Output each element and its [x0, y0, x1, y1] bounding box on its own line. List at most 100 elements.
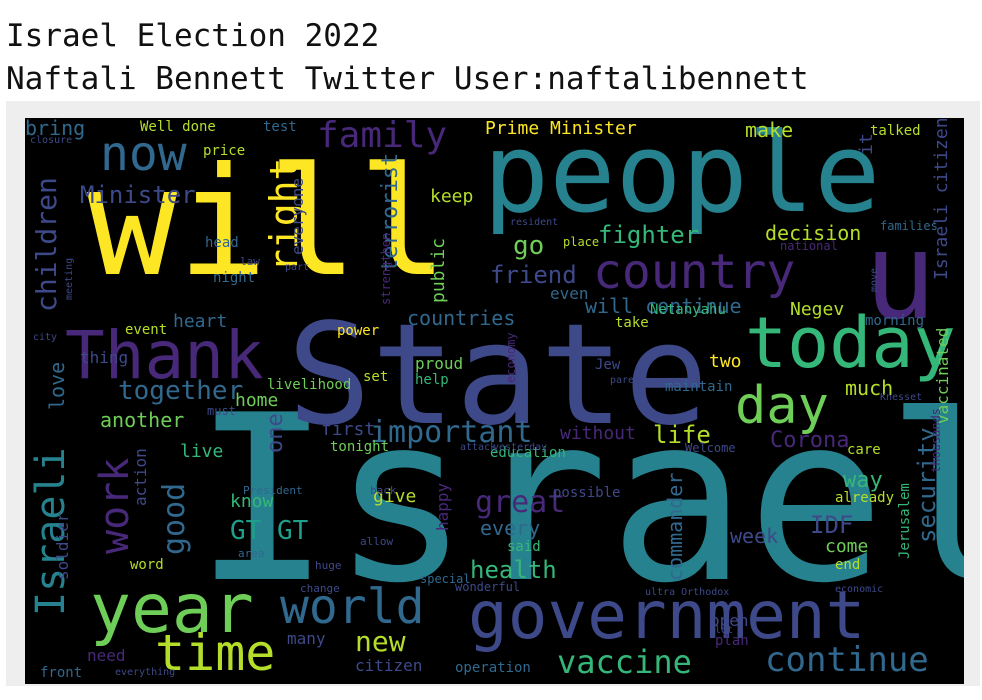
- cloud-word: price: [203, 143, 246, 159]
- cloud-word: family: [317, 118, 448, 156]
- cloud-word: happy: [433, 482, 452, 531]
- cloud-word: talked: [870, 123, 921, 139]
- cloud-word: year: [90, 570, 254, 649]
- cloud-word: maintain: [665, 379, 733, 395]
- cloud-word: will continue: [585, 294, 742, 318]
- cloud-word: families: [880, 219, 938, 233]
- cloud-word: yesterday: [493, 442, 548, 453]
- page-title: Israel Election 2022: [6, 18, 380, 54]
- cloud-word: national: [780, 239, 838, 253]
- cloud-word: live: [180, 441, 224, 462]
- cloud-word: head: [205, 235, 239, 251]
- cloud-word: must: [207, 404, 236, 418]
- cloud-word: u: [864, 208, 937, 347]
- cloud-word: Jew: [595, 357, 621, 373]
- cloud-word: help: [415, 372, 449, 388]
- cloud-word: Israel: [193, 367, 964, 634]
- cloud-word: already: [835, 490, 895, 506]
- cloud-word: take: [615, 315, 649, 331]
- cloud-word: Well done: [140, 119, 216, 135]
- page-subtitle: Naftali Bennett Twitter User:naftalibenn…: [6, 61, 809, 97]
- cloud-word: education: [490, 445, 566, 461]
- cloud-word: even: [550, 284, 589, 303]
- cloud-word: first: [321, 419, 376, 440]
- cloud-word: said: [507, 539, 541, 555]
- cloud-word: action: [131, 447, 150, 506]
- cloud-word: together: [118, 376, 244, 406]
- cloud-word: word: [130, 557, 164, 573]
- cloud-word: people: [483, 118, 881, 237]
- cloud-word: lot: [715, 625, 734, 636]
- cloud-word: Minister: [80, 181, 196, 209]
- cloud-word: citizen: [355, 656, 423, 675]
- cloud-word: Netanyahu: [650, 302, 726, 318]
- word-cloud: Israel State will people government u Thank tod…: [25, 118, 964, 684]
- cloud-word: life: [653, 421, 711, 449]
- cloud-word: way: [843, 468, 883, 493]
- cloud-word: Corona: [770, 428, 850, 453]
- cloud-word: day: [735, 376, 829, 436]
- cloud-word: another: [100, 408, 185, 432]
- cloud-word: heart: [173, 311, 228, 332]
- cloud-word: wonderful: [455, 580, 521, 594]
- cloud-word: livelihood: [267, 377, 352, 393]
- cloud-word: much: [845, 376, 894, 400]
- cloud-word: fighter: [598, 221, 700, 249]
- cloud-word: every: [480, 516, 541, 540]
- cloud-word: great: [475, 485, 566, 520]
- cloud-word: Thank: [65, 317, 264, 394]
- cloud-word: children: [30, 177, 63, 313]
- cloud-word: important: [370, 415, 533, 450]
- cloud-word: go: [513, 231, 545, 261]
- cloud-word: move: [869, 267, 880, 292]
- cloud-word: tonight: [330, 439, 390, 455]
- cloud-word: special: [420, 572, 471, 586]
- cloud-word: GT GT: [230, 516, 309, 546]
- cloud-word: country: [593, 244, 796, 300]
- cloud-word: set: [363, 369, 389, 385]
- cloud-word: allow: [360, 535, 394, 548]
- cloud-word: give: [373, 486, 417, 507]
- cloud-word: proud: [415, 354, 464, 373]
- cloud-word: decision: [765, 221, 862, 245]
- cloud-word: front: [40, 665, 83, 681]
- cloud-word: home: [235, 390, 279, 411]
- cloud-word: power: [337, 323, 380, 339]
- cloud-word: closure: [30, 135, 73, 146]
- cloud-word: part: [285, 262, 310, 273]
- cloud-word: come: [825, 536, 869, 557]
- cloud-word: countries: [407, 306, 516, 330]
- cloud-word: continue: [765, 640, 929, 680]
- cloud-word: back: [370, 484, 397, 497]
- cloud-word: meeting: [64, 257, 75, 300]
- cloud-word: soldier: [53, 512, 72, 581]
- cloud-word: love: [45, 361, 69, 410]
- cloud-word: IDF: [810, 511, 854, 539]
- cloud-word: world: [280, 579, 425, 635]
- cloud-word: place: [563, 235, 600, 249]
- cloud-word: city: [33, 332, 58, 343]
- cloud-word: without: [560, 423, 636, 444]
- cloud-word: ultra Orthodox: [645, 587, 730, 598]
- cloud-word: strengthen: [379, 232, 393, 305]
- cloud-word: Negev: [790, 299, 845, 320]
- cloud-word: keep: [430, 186, 474, 207]
- cloud-word: open: [710, 611, 749, 630]
- cloud-word: resident: [510, 217, 559, 228]
- cloud-word: everyone: [288, 177, 307, 255]
- cloud-word: thousands: [929, 407, 943, 473]
- cloud-word: bring: [25, 118, 86, 140]
- cloud-word: Israeli citizen: [931, 118, 952, 280]
- cloud-word: economy: [504, 332, 518, 384]
- cloud-word: area: [238, 547, 265, 560]
- cloud-word: today: [745, 302, 956, 384]
- cloud-word: know: [230, 491, 274, 512]
- cloud-word: Prime Minister: [485, 118, 637, 139]
- cloud-word: Jerusalem: [897, 482, 913, 559]
- cloud-word: commander: [663, 472, 687, 581]
- cloud-word: now: [100, 126, 187, 182]
- cloud-word: work: [92, 457, 138, 554]
- cloud-word: health: [470, 556, 557, 584]
- cloud-word: State: [287, 294, 709, 457]
- cloud-word: many: [287, 629, 326, 648]
